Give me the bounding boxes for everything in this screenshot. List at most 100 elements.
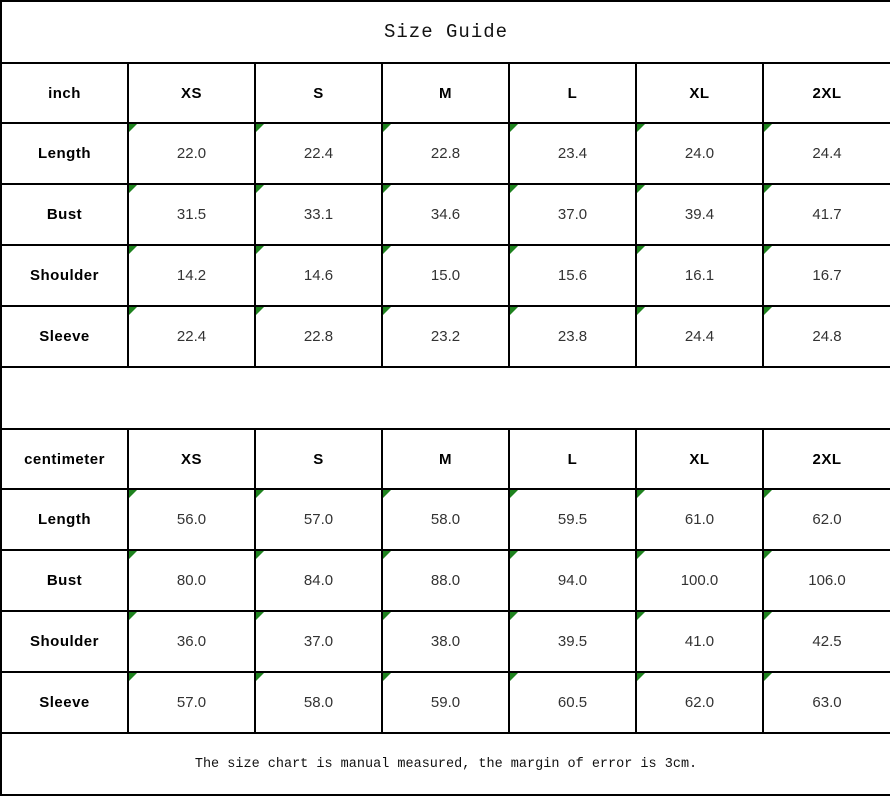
row-label: Bust	[0, 183, 129, 246]
cell-value: 22.4	[303, 145, 334, 162]
cell-corner-flag-icon	[384, 247, 391, 254]
cell-corner-flag-icon	[638, 613, 645, 620]
title-row: Size Guide	[0, 0, 890, 64]
table-row: Length 56.0 57.0 58.0 59.5 61.0 62.0	[0, 488, 890, 551]
cell-value: 58.0	[303, 694, 334, 711]
cell-corner-flag-icon	[511, 674, 518, 681]
cell-corner-flag-icon	[511, 491, 518, 498]
value-cell: 33.1	[254, 183, 383, 246]
value-cell: 84.0	[254, 549, 383, 612]
value-cell: 61.0	[635, 488, 764, 551]
cell-corner-flag-icon	[384, 552, 391, 559]
size-col-header-xl: XL	[635, 428, 764, 490]
value-cell: 36.0	[127, 610, 256, 673]
cell-corner-flag-icon	[638, 674, 645, 681]
cell-value: 58.0	[430, 511, 461, 528]
table-row: Shoulder 14.2 14.6 15.0 15.6 16.1 16.7	[0, 244, 890, 307]
value-cell: 88.0	[381, 549, 510, 612]
cell-corner-flag-icon	[638, 125, 645, 132]
value-cell: 106.0	[761, 549, 890, 612]
size-col-header-l: L	[508, 428, 637, 490]
value-cell: 62.0	[761, 488, 890, 551]
size-col-header-m: M	[381, 428, 510, 490]
row-label: Shoulder	[0, 610, 129, 673]
cell-value: 59.0	[430, 694, 461, 711]
value-cell: 57.0	[127, 671, 256, 734]
value-cell: 22.4	[254, 122, 383, 185]
cell-value: 39.4	[684, 206, 715, 223]
cell-value: 15.6	[557, 267, 588, 284]
cell-corner-flag-icon	[638, 552, 645, 559]
cell-corner-flag-icon	[511, 125, 518, 132]
cell-corner-flag-icon	[511, 552, 518, 559]
cell-corner-flag-icon	[130, 125, 137, 132]
value-cell: 15.6	[508, 244, 637, 307]
cell-value: 84.0	[303, 572, 334, 589]
cell-corner-flag-icon	[384, 491, 391, 498]
value-cell: 94.0	[508, 549, 637, 612]
value-cell: 15.0	[381, 244, 510, 307]
cell-value: 24.4	[684, 328, 715, 345]
value-cell: 23.4	[508, 122, 637, 185]
cell-corner-flag-icon	[257, 552, 264, 559]
size-col-header-xs: XS	[127, 62, 256, 124]
cell-corner-flag-icon	[257, 308, 264, 315]
cell-corner-flag-icon	[511, 308, 518, 315]
row-label: Sleeve	[0, 305, 129, 368]
cell-value: 37.0	[557, 206, 588, 223]
value-cell: 23.2	[381, 305, 510, 368]
table-row: Bust 31.5 33.1 34.6 37.0 39.4 41.7	[0, 183, 890, 246]
cell-corner-flag-icon	[130, 552, 137, 559]
table-row: Sleeve 57.0 58.0 59.0 60.5 62.0 63.0	[0, 671, 890, 734]
cell-corner-flag-icon	[130, 247, 137, 254]
footer-row: The size chart is manual measured, the m…	[0, 732, 890, 796]
value-cell: 14.2	[127, 244, 256, 307]
cell-corner-flag-icon	[638, 491, 645, 498]
value-cell: 24.4	[635, 305, 764, 368]
value-cell: 22.8	[381, 122, 510, 185]
cell-value: 15.0	[430, 267, 461, 284]
cell-corner-flag-icon	[765, 308, 772, 315]
cell-corner-flag-icon	[384, 308, 391, 315]
cell-value: 22.8	[303, 328, 334, 345]
cell-corner-flag-icon	[765, 491, 772, 498]
value-cell: 24.8	[761, 305, 890, 368]
cell-value: 14.6	[303, 267, 334, 284]
row-label: Length	[0, 488, 129, 551]
cell-corner-flag-icon	[384, 613, 391, 620]
cell-value: 37.0	[303, 633, 334, 650]
cell-corner-flag-icon	[765, 674, 772, 681]
cell-corner-flag-icon	[511, 613, 518, 620]
cell-value: 60.5	[557, 694, 588, 711]
table-row: Shoulder 36.0 37.0 38.0 39.5 41.0 42.5	[0, 610, 890, 673]
size-col-header-s: S	[254, 428, 383, 490]
cell-value: 36.0	[176, 633, 207, 650]
cell-corner-flag-icon	[765, 613, 772, 620]
value-cell: 22.0	[127, 122, 256, 185]
cell-value: 63.0	[812, 694, 842, 711]
cell-corner-flag-icon	[638, 186, 645, 193]
cell-value: 42.5	[812, 633, 842, 650]
size-col-header-m: M	[381, 62, 510, 124]
cell-value: 24.0	[684, 145, 715, 162]
value-cell: 14.6	[254, 244, 383, 307]
value-cell: 38.0	[381, 610, 510, 673]
value-cell: 24.0	[635, 122, 764, 185]
cell-value: 24.4	[812, 145, 842, 162]
cell-corner-flag-icon	[257, 247, 264, 254]
value-cell: 63.0	[761, 671, 890, 734]
unit-header-inch: inch	[0, 62, 129, 124]
cell-value: 22.0	[176, 145, 207, 162]
cell-value: 61.0	[684, 511, 715, 528]
cell-value: 31.5	[176, 206, 207, 223]
size-col-header-s: S	[254, 62, 383, 124]
row-label: Length	[0, 122, 129, 185]
value-cell: 59.0	[381, 671, 510, 734]
inch-header-row: inch XS S M L XL 2XL	[0, 62, 890, 124]
value-cell: 16.1	[635, 244, 764, 307]
cell-corner-flag-icon	[130, 613, 137, 620]
cell-value: 23.8	[557, 328, 588, 345]
cell-corner-flag-icon	[384, 674, 391, 681]
cell-value: 41.0	[684, 633, 715, 650]
